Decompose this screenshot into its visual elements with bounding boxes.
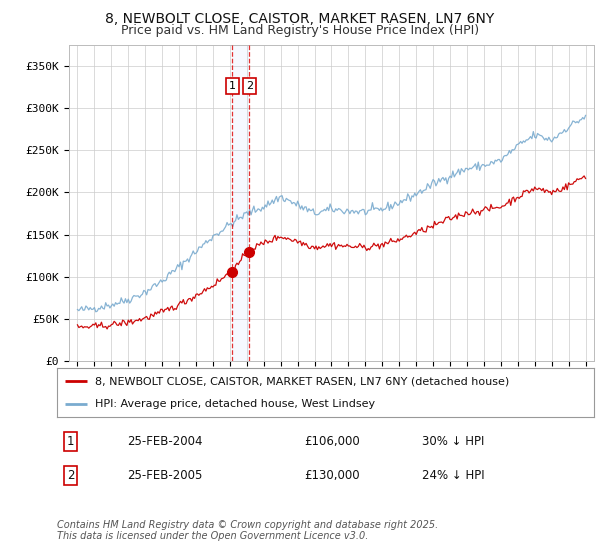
Text: 1: 1 — [229, 81, 236, 91]
Text: £106,000: £106,000 — [304, 435, 360, 448]
Text: 8, NEWBOLT CLOSE, CAISTOR, MARKET RASEN, LN7 6NY (detached house): 8, NEWBOLT CLOSE, CAISTOR, MARKET RASEN,… — [95, 376, 509, 386]
Text: 24% ↓ HPI: 24% ↓ HPI — [422, 469, 485, 482]
Text: Price paid vs. HM Land Registry's House Price Index (HPI): Price paid vs. HM Land Registry's House … — [121, 24, 479, 36]
Text: Contains HM Land Registry data © Crown copyright and database right 2025.
This d: Contains HM Land Registry data © Crown c… — [57, 520, 438, 542]
Text: 30% ↓ HPI: 30% ↓ HPI — [422, 435, 485, 448]
Bar — [232, 45, 250, 361]
Text: 1: 1 — [67, 435, 74, 448]
Text: 8, NEWBOLT CLOSE, CAISTOR, MARKET RASEN, LN7 6NY: 8, NEWBOLT CLOSE, CAISTOR, MARKET RASEN,… — [106, 12, 494, 26]
Text: £130,000: £130,000 — [304, 469, 359, 482]
Text: 25-FEB-2004: 25-FEB-2004 — [127, 435, 202, 448]
Text: HPI: Average price, detached house, West Lindsey: HPI: Average price, detached house, West… — [95, 399, 375, 409]
Text: 2: 2 — [67, 469, 74, 482]
Text: 2: 2 — [246, 81, 253, 91]
Text: 25-FEB-2005: 25-FEB-2005 — [127, 469, 202, 482]
